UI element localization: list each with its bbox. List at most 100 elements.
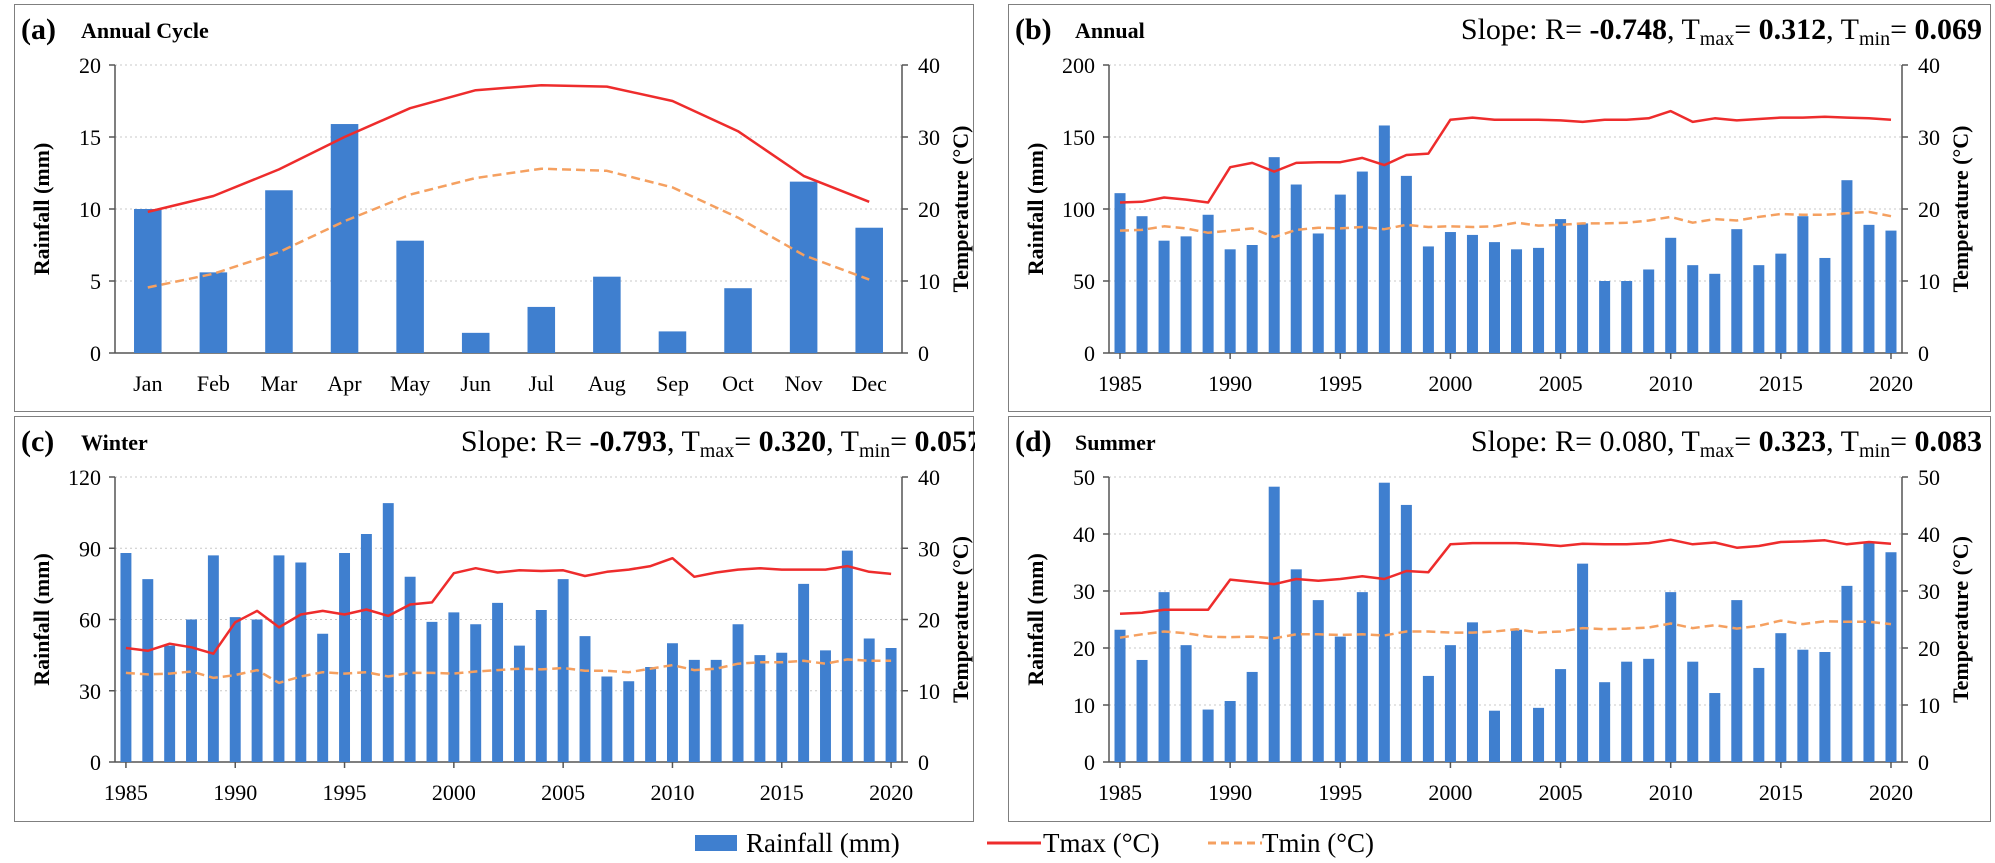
- y2-tick-label: 30: [1918, 125, 1940, 150]
- rainfall-bar: [120, 553, 132, 762]
- tmax-line: [1119, 538, 1892, 616]
- x-tick-label: 1990: [1208, 371, 1252, 396]
- rainfall-bar: [295, 562, 307, 762]
- rainfall-bar: [593, 276, 621, 353]
- rainfall-bar: [1687, 661, 1699, 762]
- x-tick-label: 2000: [1428, 780, 1472, 805]
- y-tick-label: 10: [79, 197, 101, 222]
- y-axis-title: Rainfall (mm): [1023, 553, 1048, 686]
- legend-rainfall-label: Rainfall (mm): [746, 828, 900, 858]
- rainfall-bar: [1202, 214, 1214, 353]
- x-tick-label: 2000: [1428, 371, 1472, 396]
- rainfall-bar: [229, 617, 241, 762]
- rainfall-bar: [1466, 622, 1478, 762]
- rainfall-bar: [1136, 216, 1148, 353]
- y2-axis-title: Temperature (°C): [1948, 125, 1973, 292]
- y-tick-label: 200: [1062, 53, 1095, 78]
- panel-label: (c): [21, 425, 54, 458]
- y-tick-label: 90: [79, 536, 101, 561]
- panel-annual: 0 50 100 150 200 0 10 20 30 40 1985 1990 1995 2000 200…: [1008, 4, 1991, 412]
- y-tick-label: 30: [1073, 579, 1095, 604]
- rainfall-bar: [1158, 592, 1170, 762]
- rainfall-bar: [1290, 184, 1302, 353]
- rainfall-bar: [404, 576, 416, 762]
- rainfall-bar: [1444, 645, 1456, 762]
- rainfall-bar: [1246, 245, 1258, 353]
- x-tick-label: Jul: [528, 371, 554, 396]
- x-tick-label: Feb: [197, 371, 230, 396]
- x-tick-label: May: [390, 371, 430, 396]
- y2-tick-label: 20: [1918, 636, 1940, 661]
- rainfall-bar: [1400, 175, 1412, 353]
- rainfall-bar: [1400, 504, 1412, 762]
- rainfall-bar: [1775, 253, 1787, 353]
- rainfall-bar: [360, 534, 372, 762]
- rainfall-bar: [382, 503, 394, 762]
- rainfall-bar: [1731, 229, 1743, 353]
- rainfall-bar: [1136, 659, 1148, 762]
- panel-summer: 0 10 20 30 40 50 0 10 20 30 40 50 1985 1990 1995 2000 20…: [1008, 416, 1991, 822]
- y-tick-label: 0: [1084, 750, 1095, 775]
- panel-title: Winter: [81, 430, 148, 455]
- rainfall-bar: [470, 624, 482, 762]
- rainfall-bar: [1709, 273, 1721, 353]
- rainfall-bar: [1246, 671, 1258, 762]
- y2-tick-label: 10: [918, 679, 940, 704]
- rainfall-bar: [1444, 232, 1456, 353]
- x-tick-label: Nov: [785, 371, 823, 396]
- rainfall-bar: [1753, 667, 1765, 762]
- rainfall-bar: [1488, 710, 1500, 762]
- rainfall-bar: [426, 621, 438, 762]
- rainfall-bar: [789, 181, 818, 353]
- panel-label: (d): [1015, 425, 1052, 458]
- y2-tick-label: 50: [1918, 465, 1940, 490]
- rainfall-bar: [1224, 249, 1236, 353]
- rainfall-bar: [1114, 629, 1126, 762]
- y-tick-label: 120: [68, 465, 101, 490]
- rainfall-bar: [1202, 709, 1214, 762]
- x-tick-label: 2010: [1649, 371, 1693, 396]
- x-tick-label: 2015: [1759, 780, 1803, 805]
- y-tick-label: 30: [79, 679, 101, 704]
- legend-tmin-label: Tmin (°C): [1262, 828, 1374, 858]
- y2-tick-label: 10: [1918, 693, 1940, 718]
- rainfall-bar: [1180, 645, 1192, 762]
- y2-tick-label: 0: [1918, 750, 1929, 775]
- rainfall-bar: [754, 655, 766, 762]
- panel-title: Annual Cycle: [81, 18, 209, 43]
- y2-tick-label: 10: [918, 269, 940, 294]
- x-tick-label: 1985: [104, 780, 148, 805]
- rainfall-bar: [186, 619, 197, 762]
- rainfall-bar: [1180, 236, 1192, 353]
- rainfall-bar: [1378, 125, 1390, 353]
- rainfall-bar: [1753, 265, 1765, 353]
- rainfall-bar: [1885, 552, 1897, 762]
- rainfall-bar: [134, 209, 162, 353]
- tmax-line: [125, 556, 892, 655]
- y-tick-label: 20: [79, 53, 101, 78]
- rainfall-bar: [1312, 600, 1324, 762]
- panel-title: Annual: [1075, 18, 1145, 43]
- y-tick-label: 0: [90, 341, 101, 366]
- x-tick-label: 1985: [1098, 371, 1142, 396]
- y-tick-label: 10: [1073, 693, 1095, 718]
- rainfall-bar: [1885, 230, 1897, 353]
- rainfall-bar: [1268, 486, 1280, 762]
- tmax-line: [1119, 109, 1892, 204]
- x-tick-label: 1990: [213, 780, 257, 805]
- rainfall-bar: [1466, 234, 1478, 353]
- rainfall-bar: [688, 659, 700, 762]
- rainfall-bar: [1533, 707, 1545, 762]
- rainfall-bar: [273, 555, 285, 762]
- y-tick-label: 50: [1073, 269, 1095, 294]
- x-tick-label: 2005: [1539, 371, 1583, 396]
- rainfall-bar: [1643, 269, 1655, 353]
- x-tick-label: 2010: [1649, 780, 1693, 805]
- rainfall-bar: [317, 633, 329, 762]
- slope-annotation: Slope: R= -0.748, Tmax= 0.312, Tmin= 0.0…: [1461, 13, 1982, 50]
- y2-tick-label: 30: [918, 536, 940, 561]
- rainfall-bar: [1422, 675, 1434, 762]
- y2-tick-label: 20: [918, 608, 940, 633]
- y-tick-label: 15: [79, 125, 101, 150]
- rainfall-bar: [1268, 157, 1280, 353]
